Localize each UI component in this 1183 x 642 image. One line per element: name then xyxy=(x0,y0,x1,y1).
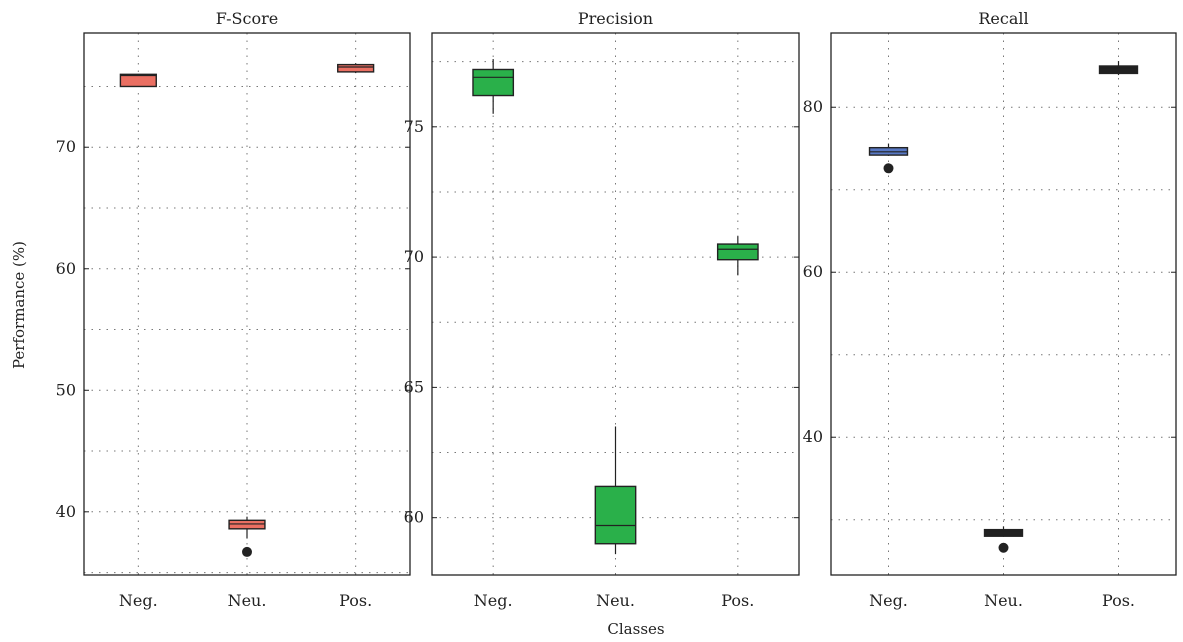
panel-recall: 40 60 80 Neg. Neu. Pos. Recall xyxy=(803,9,1177,610)
y-tick-label: 75 xyxy=(404,117,424,136)
y-tick-label: 60 xyxy=(803,262,823,281)
y-tick-label: 70 xyxy=(56,137,76,156)
y-tick-label: 60 xyxy=(404,508,424,527)
plot-frame xyxy=(431,32,800,576)
y-axis-label: Performance (%) xyxy=(10,241,28,369)
x-tick-label: Neg. xyxy=(474,591,513,610)
x-tick-label: Pos. xyxy=(721,591,754,610)
box-neg xyxy=(868,143,909,174)
plot-frame xyxy=(83,32,411,576)
outlier-point xyxy=(998,542,1009,553)
box-iqr xyxy=(594,485,637,545)
box-neu xyxy=(594,426,637,555)
x-tick-label: Neu. xyxy=(984,591,1023,610)
y-tick-label: 40 xyxy=(803,427,823,446)
box-neu xyxy=(228,516,266,557)
panel-title: F-Score xyxy=(216,9,278,28)
x-tick-label: Neg. xyxy=(869,591,908,610)
x-tick-label: Pos. xyxy=(1102,591,1135,610)
box-iqr xyxy=(119,73,157,88)
y-tick-label: 40 xyxy=(56,502,76,521)
plot-frame xyxy=(830,32,1177,576)
panel-f-score: 40 50 60 70 Neg. Neu. Pos. F-Score xyxy=(56,9,411,610)
x-tick-label: Pos. xyxy=(339,591,372,610)
box-iqr xyxy=(337,63,375,73)
box-neu xyxy=(983,526,1024,553)
panel-title: Recall xyxy=(978,9,1028,28)
outlier-point xyxy=(242,546,252,557)
y-tick-label: 50 xyxy=(56,380,76,399)
box-pos xyxy=(337,63,375,74)
x-tick-label: Neu. xyxy=(596,591,635,610)
panel-title: Precision xyxy=(578,9,653,28)
box-neg xyxy=(119,73,157,88)
panel-precision: 60 65 70 75 Neg. Neu. Pos. Precision xyxy=(404,9,800,610)
x-tick-label: Neg. xyxy=(119,591,158,610)
y-tick-label: 80 xyxy=(803,97,823,116)
x-tick-label: Neu. xyxy=(228,591,267,610)
box-neg xyxy=(472,59,515,114)
box-pos xyxy=(1098,61,1139,76)
y-tick-label: 70 xyxy=(404,247,424,266)
y-tick-label: 65 xyxy=(404,377,424,396)
box-iqr xyxy=(472,68,515,97)
box-pos xyxy=(716,236,759,276)
y-tick-label: 60 xyxy=(56,259,76,278)
x-axis-label: Classes xyxy=(607,620,664,638)
outlier-point xyxy=(883,163,894,174)
box-iqr xyxy=(716,243,759,261)
box-iqr xyxy=(228,519,266,530)
